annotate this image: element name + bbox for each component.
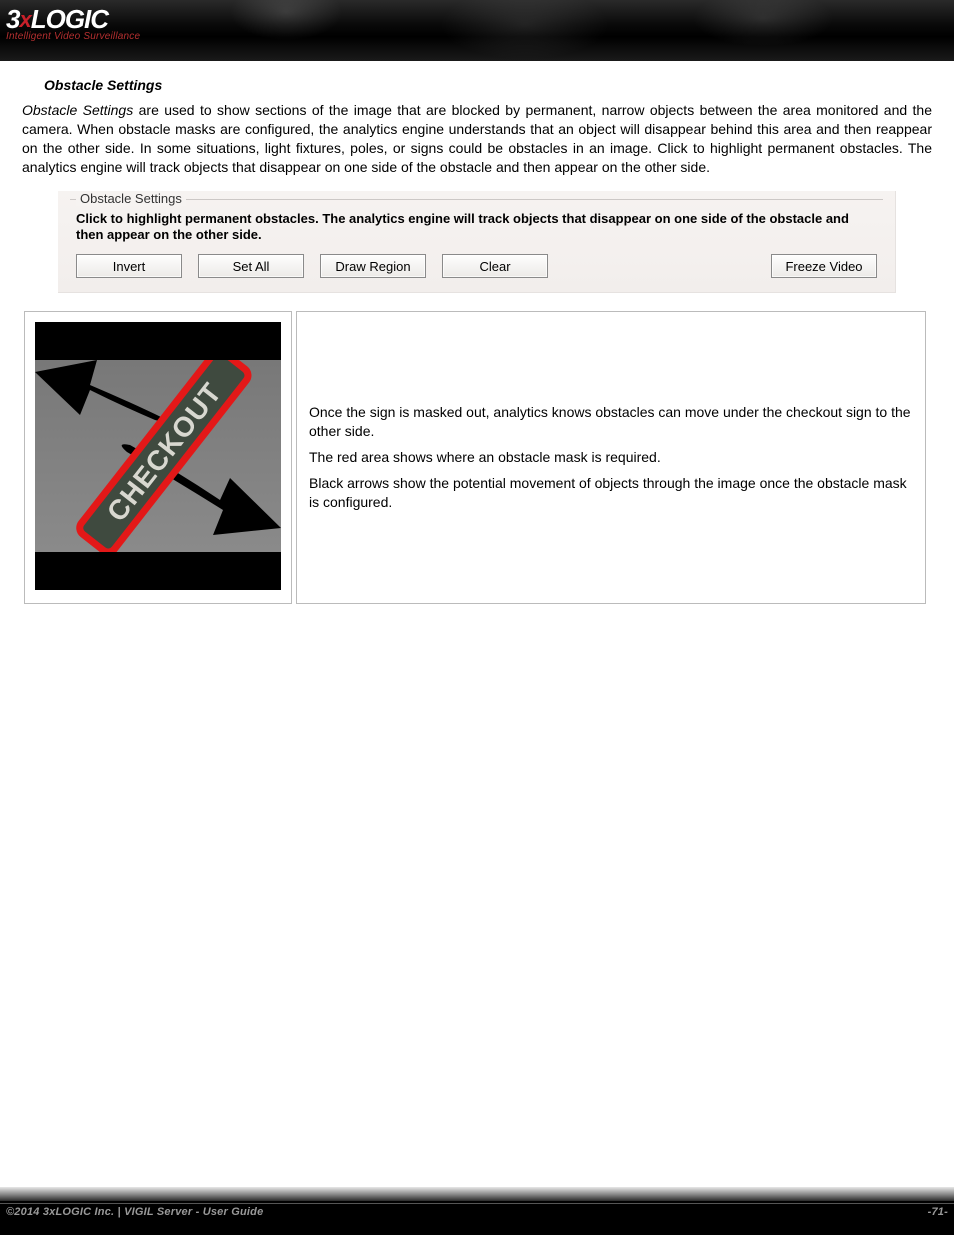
footer-inner: ©2014 3xLOGIC Inc. | VIGIL Server - User…: [0, 1203, 954, 1233]
obstacle-fieldset: Obstacle Settings Click to highlight per…: [66, 191, 887, 283]
explanation-cell: Once the sign is masked out, analytics k…: [296, 311, 926, 604]
freeze-video-button[interactable]: Freeze Video: [771, 254, 877, 278]
logo-tagline: Intelligent Video Surveillance: [6, 31, 140, 42]
clear-button[interactable]: Clear: [442, 254, 548, 278]
explain-p2: The red area shows where an obstacle mas…: [309, 448, 913, 468]
panel-button-row: Invert Set All Draw Region Clear Freeze …: [74, 254, 879, 278]
page-header: 3xLOGIC Intelligent Video Surveillance: [0, 0, 954, 61]
draw-region-button[interactable]: Draw Region: [320, 254, 426, 278]
explain-p1: Once the sign is masked out, analytics k…: [309, 403, 913, 442]
checkout-illustration: CHECKOUT: [35, 322, 281, 590]
para-body: are used to show sections of the image t…: [22, 102, 932, 175]
footer-page-number: -71-: [928, 1206, 948, 1218]
logo-part-logic: LOGIC: [31, 4, 108, 34]
arrow-left-icon: [35, 360, 168, 422]
logo-part-3: 3: [6, 4, 19, 34]
explain-p3: Black arrows show the potential movement…: [309, 474, 913, 513]
fieldset-legend: Obstacle Settings: [76, 191, 186, 206]
explain-table: CHECKOUT Once the sign is masked out, an…: [20, 311, 930, 604]
page-content: Obstacle Settings Obstacle Settings are …: [0, 61, 954, 604]
illus-svg: CHECKOUT: [35, 360, 281, 552]
brand-logo: 3xLOGIC Intelligent Video Surveillance: [6, 4, 140, 42]
invert-button[interactable]: Invert: [76, 254, 182, 278]
page-footer: ©2014 3xLOGIC Inc. | VIGIL Server - User…: [0, 1201, 954, 1235]
para-lead: Obstacle Settings: [22, 102, 133, 118]
intro-paragraph: Obstacle Settings are used to show secti…: [22, 101, 932, 177]
footer-left: ©2014 3xLOGIC Inc. | VIGIL Server - User…: [6, 1206, 263, 1218]
illustration-cell: CHECKOUT: [24, 311, 292, 604]
logo-part-x: x: [19, 7, 30, 32]
obstacle-settings-panel: Obstacle Settings Click to highlight per…: [58, 191, 896, 294]
panel-instruction: Click to highlight permanent obstacles. …: [76, 211, 879, 245]
set-all-button[interactable]: Set All: [198, 254, 304, 278]
section-heading: Obstacle Settings: [44, 77, 932, 93]
